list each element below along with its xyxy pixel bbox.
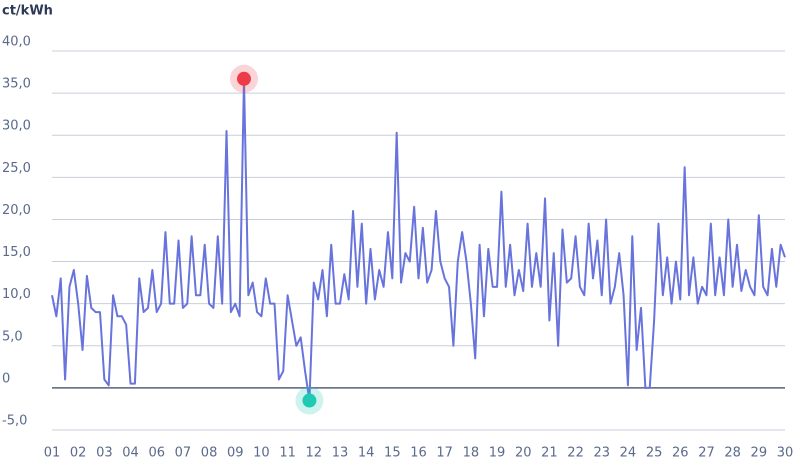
x-tick-label: 08	[201, 446, 218, 461]
y-axis-title: ct/kWh	[2, 4, 53, 19]
x-tick-label: 02	[70, 446, 87, 461]
x-tick-label: 04	[122, 446, 139, 461]
x-tick-label: 14	[358, 446, 375, 461]
x-tick-label: 29	[751, 446, 768, 461]
price-line	[51, 77, 786, 402]
y-tick-label: 30,0	[2, 119, 31, 134]
x-tick-label: 25	[646, 446, 663, 461]
x-tick-label: 06	[148, 446, 165, 461]
x-tick-label: 07	[175, 446, 192, 461]
x-tick-label: 20	[515, 446, 532, 461]
x-tick-label: 21	[541, 446, 558, 461]
y-tick-label: -5,0	[2, 414, 27, 429]
x-tick-label: 24	[620, 446, 637, 461]
x-tick-label: 27	[698, 446, 715, 461]
x-tick-label: 19	[489, 446, 506, 461]
x-tick-label: 01	[44, 446, 61, 461]
x-tick-label: 12	[306, 446, 323, 461]
x-tick-label: 10	[253, 446, 270, 461]
y-tick-label: 40,0	[2, 35, 31, 50]
x-tick-label: 30	[777, 446, 794, 461]
x-tick-label: 26	[672, 446, 689, 461]
x-tick-label: 22	[567, 446, 584, 461]
x-tick-label: 13	[332, 446, 349, 461]
y-tick-label: 5,0	[2, 329, 23, 344]
x-tick-label: 28	[724, 446, 741, 461]
min-marker	[302, 393, 317, 408]
y-tick-label: 25,0	[2, 161, 31, 176]
x-tick-label: 09	[227, 446, 244, 461]
y-tick-label: 0	[2, 371, 10, 386]
x-tick-label: 03	[96, 446, 113, 461]
x-tick-label: 18	[463, 446, 480, 461]
y-tick-label: 20,0	[2, 203, 31, 218]
x-tick-label: 17	[436, 446, 453, 461]
x-tick-label: 11	[279, 446, 296, 461]
max-marker	[236, 71, 251, 86]
y-tick-label: 35,0	[2, 77, 31, 92]
y-tick-label: 15,0	[2, 245, 31, 260]
x-tick-label: 23	[593, 446, 610, 461]
y-tick-label: 10,0	[2, 287, 31, 302]
x-tick-label: 16	[410, 446, 427, 461]
x-tick-label: 15	[384, 446, 401, 461]
